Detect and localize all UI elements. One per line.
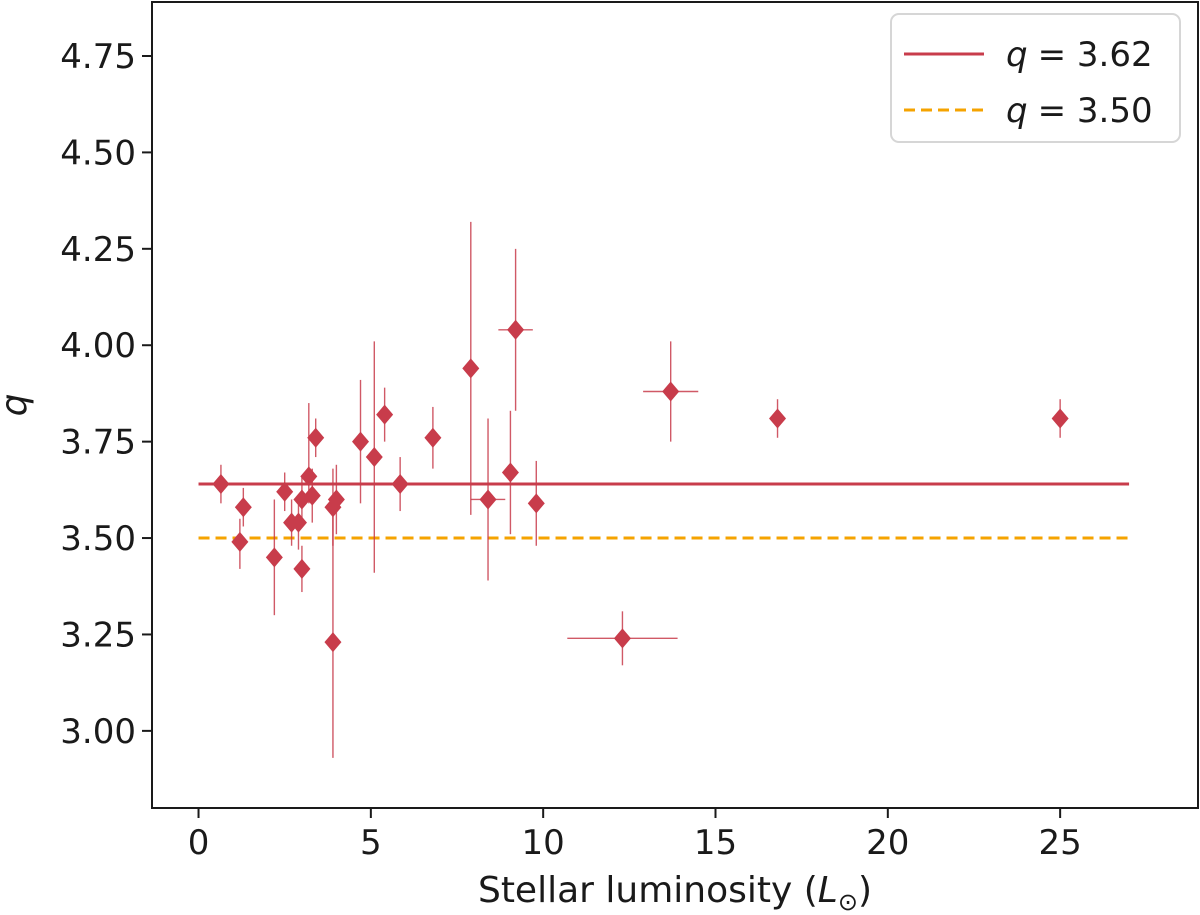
- data-point-marker: [324, 632, 342, 653]
- y-tick-label: 3.00: [60, 712, 136, 752]
- data-point-marker: [234, 497, 252, 518]
- plot-frame: [151, 1, 1199, 809]
- x-tick-label: 15: [694, 823, 737, 863]
- y-tick-label: 4.75: [60, 37, 136, 77]
- x-axis-label: Stellar luminosity (L⊙): [478, 870, 872, 915]
- data-point-marker: [212, 474, 230, 495]
- data-point-marker: [300, 466, 318, 487]
- data-point-marker: [501, 462, 519, 483]
- data-point-marker: [662, 381, 680, 402]
- data-point-marker: [265, 547, 283, 568]
- data-markers: [212, 319, 1069, 653]
- legend: q = 3.62 q = 3.50: [890, 13, 1181, 143]
- axis-ticks: 0 5 10 15 20 25 3.00 3.25 3.50 3.75 4.00 4.25 4.50 4.…: [60, 37, 1081, 863]
- data-point-marker: [507, 319, 525, 340]
- data-point-marker: [376, 404, 394, 425]
- legend-label-reference: q = 3.50: [1006, 91, 1153, 131]
- y-tick-label: 3.75: [60, 423, 136, 463]
- data-point-marker: [479, 489, 497, 510]
- data-point-marker: [391, 474, 409, 495]
- data-point-marker: [303, 485, 321, 506]
- data-point-marker: [289, 512, 307, 533]
- y-axis-label: q: [0, 394, 35, 417]
- data-point-marker: [276, 481, 294, 502]
- x-tick-label: 5: [360, 823, 382, 863]
- data-point-marker: [769, 408, 787, 429]
- y-tick-label: 3.25: [60, 615, 136, 655]
- data-point-marker: [352, 431, 370, 452]
- data-point-marker: [1051, 408, 1069, 429]
- legend-label-fit: q = 3.62: [1006, 35, 1153, 75]
- x-tick-label: 0: [188, 823, 210, 863]
- x-tick-label: 25: [1039, 823, 1082, 863]
- data-point-marker: [365, 447, 383, 468]
- data-point-marker: [424, 427, 442, 448]
- x-tick-label: 10: [522, 823, 565, 863]
- reference-lines: [198, 482, 1130, 540]
- y-tick-label: 3.50: [60, 519, 136, 559]
- y-tick-label: 4.00: [60, 326, 136, 366]
- data-point-marker: [231, 531, 249, 552]
- data-point-marker: [462, 358, 480, 379]
- data-point-marker: [613, 628, 631, 649]
- y-tick-label: 4.50: [60, 133, 136, 173]
- data-point-marker: [307, 427, 325, 448]
- data-point-marker: [293, 558, 311, 579]
- data-point-marker: [527, 493, 545, 514]
- y-tick-label: 4.25: [60, 230, 136, 270]
- data-point-marker: [327, 489, 345, 510]
- x-tick-label: 20: [866, 823, 909, 863]
